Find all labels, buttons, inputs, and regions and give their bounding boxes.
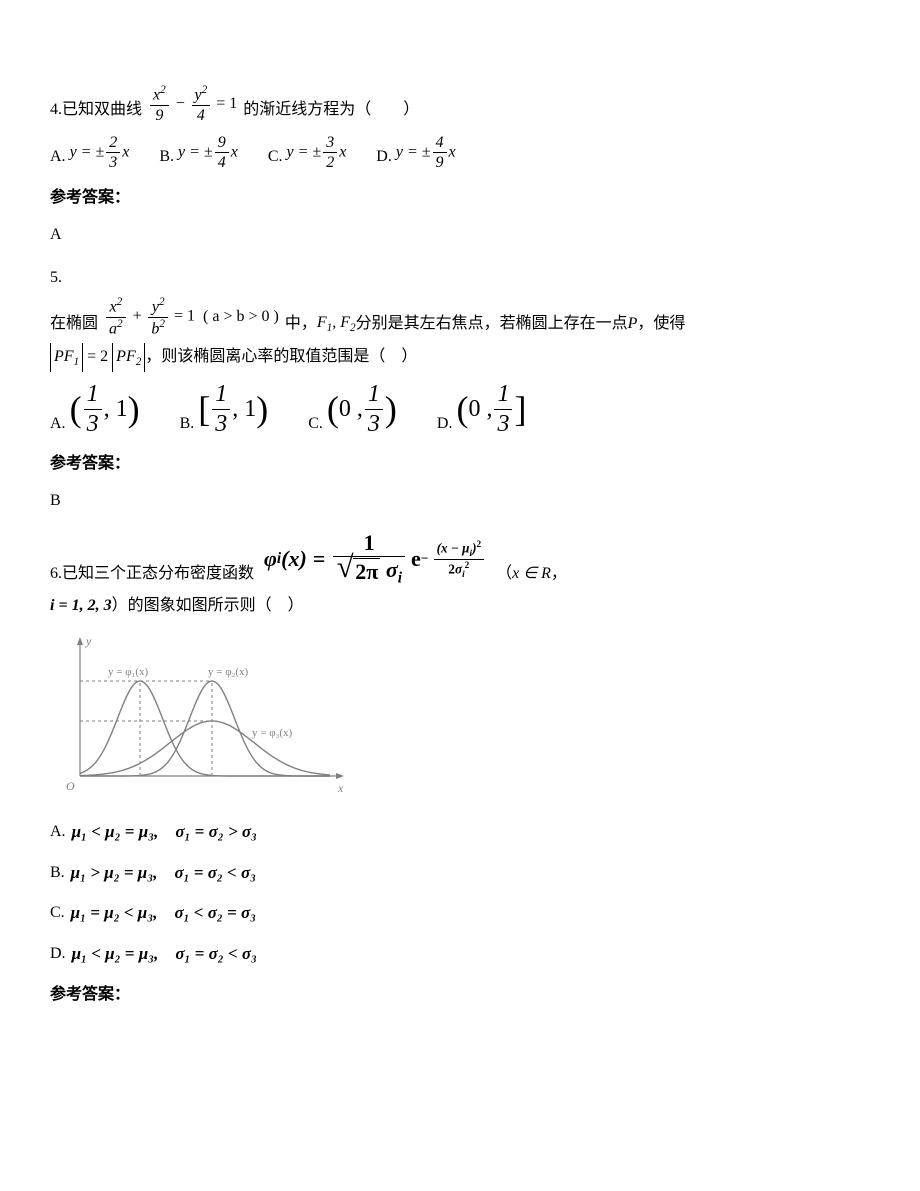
q4-stem-a: 已知双曲线	[62, 96, 142, 125]
q6-answer-label: 参考答案：	[50, 981, 870, 1010]
svg-text:y = φ₂(x): y = φ₂(x)	[208, 666, 249, 678]
q5-options: A. ( 13 , 1 ) B. [ 13 , 1 ) C. ( 0 , 13 …	[50, 380, 870, 439]
q5-number: 5.	[50, 264, 870, 293]
q4-option-a[interactable]: A. y = ±23x	[50, 133, 129, 172]
svg-text:y: y	[85, 634, 92, 648]
q5-stem-line1: 在椭圆 x2a2 + y2b2 = 1 ( a > b > 0 ) 中， F1,…	[50, 296, 870, 338]
q4-number: 4.	[50, 96, 62, 125]
q4-option-b[interactable]: B. y = ±94x	[159, 133, 237, 172]
q4-option-c[interactable]: C. y = ±32x	[268, 133, 346, 172]
q6-option-b[interactable]: B.μ₁ > μ₂ = μ₃, σ₁ = σ₂ < σ₃	[50, 858, 870, 889]
q5-stem-a: 在椭圆	[50, 310, 98, 339]
q4-answer-label: 参考答案：	[50, 184, 870, 213]
svg-text:y = φ₃(x): y = φ₃(x)	[252, 727, 293, 739]
q5-answer-label: 参考答案：	[50, 450, 870, 479]
q6-stem-a: 已知三个正态分布密度函数	[62, 560, 254, 589]
q5-ellipse-eq: x2a2 + y2b2 = 1 ( a > b > 0 )	[104, 296, 279, 338]
q6-chart: Ox y y = φ₁(x) y = φ₂(x) y = φ₃(x)	[50, 631, 350, 801]
q5-answer: B	[50, 487, 870, 516]
q6-formula: φi (x) = 1 √2π σi e − (x − μi)2 2σi2	[264, 530, 486, 588]
q5-option-c[interactable]: C. ( 0 , 13 )	[308, 380, 397, 439]
q4-options: A. y = ±23x B. y = ±94x C. y = ±32x D. y…	[50, 133, 870, 172]
q6-option-d[interactable]: D.μ₁ < μ₂ = μ₃, σ₁ = σ₂ < σ₃	[50, 939, 870, 970]
q6-option-a[interactable]: A.μ₁ < μ₂ = μ₃, σ₁ = σ₂ > σ₃	[50, 817, 870, 848]
svg-text:O: O	[66, 779, 75, 793]
q5-option-a[interactable]: A. ( 13 , 1 )	[50, 380, 140, 439]
svg-text:y = φ₁(x): y = φ₁(x)	[108, 666, 149, 678]
q6-stem-line2: i = 1, 2, 3 ）的图象如图所示则（ ）	[50, 592, 870, 621]
q5-abs1: PF1	[50, 343, 83, 372]
q6-stem-line1: 6. 已知三个正态分布密度函数 φi (x) = 1 √2π σi e − (x…	[50, 530, 870, 588]
q4-stem-b: 的渐近线方程为（ ）	[243, 96, 419, 125]
q5-option-b[interactable]: B. [ 13 , 1 )	[180, 380, 269, 439]
q6-options: A.μ₁ < μ₂ = μ₃, σ₁ = σ₂ > σ₃ B.μ₁ > μ₂ =…	[50, 817, 870, 969]
q6-option-c[interactable]: C.μ₁ = μ₂ < μ₃, σ₁ < σ₂ = σ₃	[50, 898, 870, 929]
q4-answer: A	[50, 221, 870, 250]
q5-abs2: PF2	[112, 343, 145, 372]
q4-equation: x29 − y24 = 1	[148, 84, 237, 125]
q5-stem-line2: PF1 = 2 PF2 ，则该椭圆离心率的取值范围是（ ）	[50, 343, 870, 372]
q4-option-d[interactable]: D. y = ±49x	[376, 133, 455, 172]
q4-stem: 4. 已知双曲线 x29 − y24 = 1 的渐近线方程为（ ）	[50, 84, 870, 125]
q6-number: 6.	[50, 560, 62, 589]
svg-text:x: x	[337, 781, 344, 795]
q5-option-d[interactable]: D. ( 0 , 13 ]	[437, 380, 527, 439]
